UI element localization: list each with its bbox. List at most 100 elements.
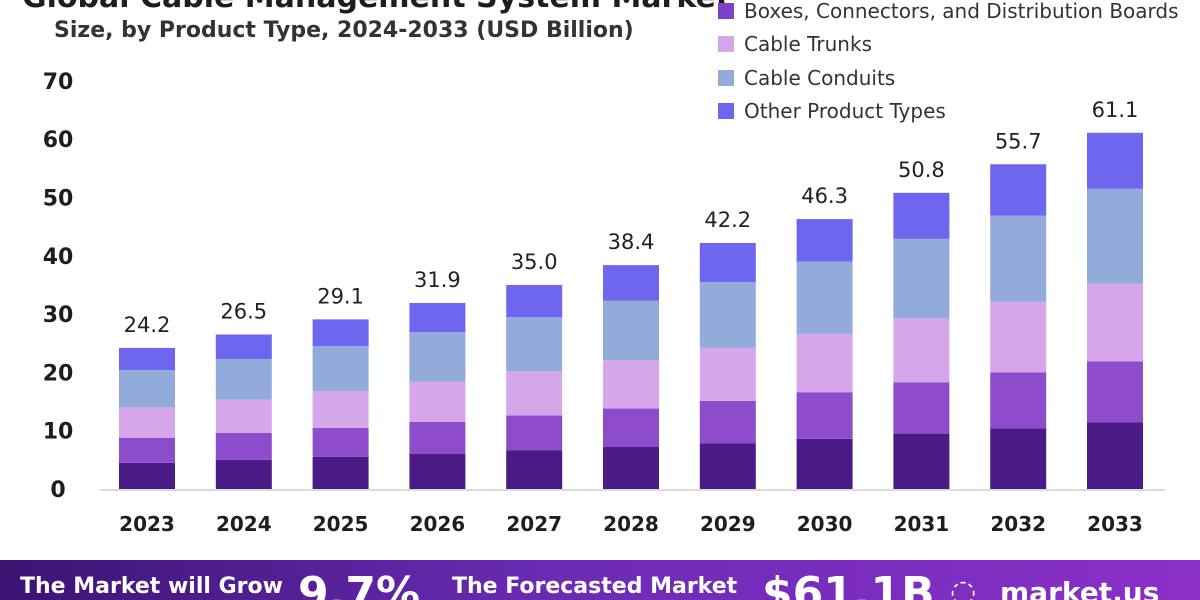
- bar-total-label: 42.2: [704, 208, 751, 232]
- bar-segment: [215, 399, 272, 434]
- bar-total-label: 46.3: [801, 184, 848, 208]
- bar-segment: [699, 400, 756, 444]
- x-tick-label: 2032: [990, 512, 1046, 536]
- legend-swatch: [718, 2, 734, 19]
- bar-segment: [506, 284, 563, 318]
- bar-segment: [1087, 132, 1143, 189]
- bar-segment: [990, 215, 1047, 302]
- bar-segment: [796, 392, 853, 439]
- bar-total-label: 38.4: [608, 230, 655, 254]
- bar-segment: [312, 346, 369, 392]
- bar-total-label: 55.7: [995, 129, 1042, 153]
- bar-segment: [409, 303, 466, 333]
- bar-segment: [603, 408, 659, 448]
- x-tick-label: 2025: [313, 512, 369, 536]
- chart-subtitle: Size, by Product Type, 2024-2033 (USD Bi…: [54, 18, 634, 43]
- x-tick-label: 2023: [119, 512, 175, 536]
- bar-segment: [119, 462, 175, 489]
- bar-segment: [312, 456, 369, 489]
- x-tick-label: 2029: [700, 512, 756, 536]
- bar-segment: [893, 433, 950, 489]
- bar-segment: [1087, 283, 1143, 362]
- bar-segment: [119, 437, 175, 463]
- bar-segment: [796, 261, 853, 334]
- y-tick-label: 10: [43, 420, 74, 445]
- x-tick-label: 2031: [894, 512, 950, 536]
- bar-segment: [409, 421, 466, 455]
- legend-swatch: [718, 36, 734, 53]
- chart-legend: Boxes, Connectors, and Distribution Boar…: [718, 0, 1179, 128]
- bar-segment: [312, 391, 369, 428]
- y-tick-label: 30: [43, 303, 74, 328]
- legend-swatch: [718, 103, 734, 120]
- legend-item: Boxes, Connectors, and Distribution Boar…: [718, 0, 1179, 28]
- banner-growth-label: The Market will Grow: [20, 574, 283, 599]
- x-tick-label: 2026: [410, 512, 466, 536]
- bar-segment: [990, 164, 1047, 216]
- bar-segment: [893, 318, 950, 383]
- bar-segment: [215, 358, 272, 400]
- banner-growth-value: 9.7%: [298, 568, 421, 600]
- market-us-logo-icon: ◌: [950, 574, 977, 600]
- bar-segment: [1087, 188, 1143, 284]
- bar-segment: [1087, 422, 1143, 489]
- legend-item: Other Product Types: [718, 95, 1179, 129]
- bar-total-label: 24.2: [124, 313, 171, 337]
- banner-brand: market.us: [1000, 576, 1160, 600]
- bar-segment: [603, 300, 659, 361]
- bar-segment: [699, 443, 756, 489]
- x-tick-label: 2027: [506, 512, 562, 536]
- bar-total-label: 61.1: [1092, 98, 1139, 122]
- bar-segment: [1087, 361, 1143, 423]
- bar-segment: [506, 371, 563, 416]
- bar-segment: [603, 360, 659, 409]
- bar-segment: [796, 333, 853, 393]
- bar-segment: [603, 265, 659, 301]
- bar-total-label: 26.5: [220, 300, 267, 324]
- bar-segment: [119, 370, 175, 408]
- bar-segment: [409, 332, 466, 382]
- legend-item: Cable Trunks: [718, 28, 1179, 62]
- bar-segment: [506, 450, 563, 489]
- bar-segment: [990, 301, 1047, 373]
- bar-total-label: 29.1: [317, 284, 364, 308]
- bar-segment: [312, 319, 369, 347]
- chart-title: Global Cable Management System Market: [22, 0, 730, 15]
- bar-segment: [409, 381, 466, 422]
- bar-segment: [699, 282, 756, 348]
- bar-segment: [990, 428, 1047, 489]
- bar-segment: [893, 238, 950, 319]
- x-tick-label: 2030: [797, 512, 853, 536]
- bar-segment: [990, 372, 1047, 429]
- legend-item: Cable Conduits: [718, 61, 1179, 95]
- y-tick-label: 60: [43, 128, 74, 153]
- legend-label: Cable Conduits: [744, 65, 896, 90]
- y-tick-label: 70: [43, 70, 74, 95]
- bar-segment: [215, 459, 272, 489]
- bar-segment: [893, 382, 950, 434]
- stacked-bar-chart: 01020304050607024.2202326.5202429.120253…: [43, 70, 1165, 536]
- y-tick-label: 20: [43, 361, 74, 386]
- x-tick-label: 2033: [1087, 512, 1143, 536]
- legend-label: Other Product Types: [744, 99, 946, 124]
- legend-label: Cable Trunks: [744, 32, 872, 57]
- x-tick-label: 2028: [603, 512, 659, 536]
- banner-forecast-label: The Forecasted Market: [452, 574, 738, 599]
- bar-total-label: 31.9: [414, 268, 461, 292]
- y-tick-label: 40: [43, 245, 74, 270]
- bar-segment: [215, 334, 272, 359]
- legend-swatch: [718, 69, 734, 86]
- bar-segment: [506, 415, 563, 451]
- bar-total-label: 50.8: [898, 158, 945, 182]
- x-tick-label: 2024: [216, 512, 272, 536]
- bar-segment: [893, 192, 950, 239]
- bar-segment: [119, 407, 175, 438]
- bar-segment: [796, 438, 853, 489]
- bar-segment: [312, 427, 369, 457]
- bar-segment: [699, 242, 756, 283]
- y-tick-label: 50: [43, 187, 74, 212]
- banner-forecast-value: $61.1B: [762, 568, 935, 600]
- y-tick-label: 0: [50, 478, 65, 503]
- bar-segment: [409, 454, 466, 489]
- bar-segment: [215, 433, 272, 460]
